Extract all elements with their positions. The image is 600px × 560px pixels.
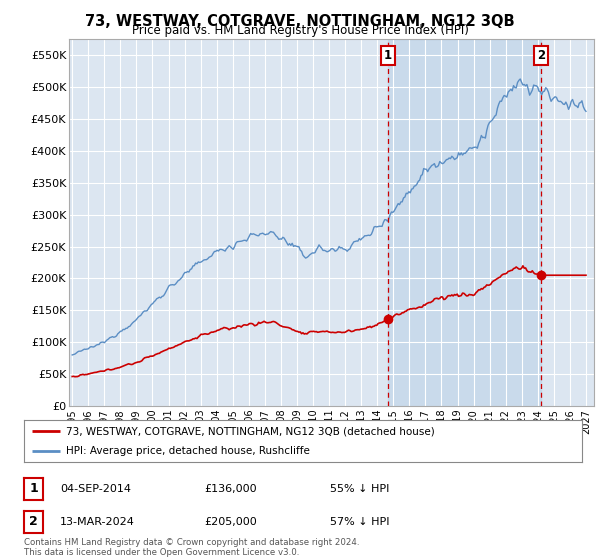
Text: Contains HM Land Registry data © Crown copyright and database right 2024.
This d: Contains HM Land Registry data © Crown c… xyxy=(24,538,359,557)
Bar xyxy=(388,39,541,406)
Text: HPI: Average price, detached house, Rushcliffe: HPI: Average price, detached house, Rush… xyxy=(66,446,310,456)
Text: 73, WESTWAY, COTGRAVE, NOTTINGHAM, NG12 3QB: 73, WESTWAY, COTGRAVE, NOTTINGHAM, NG12 … xyxy=(85,14,515,29)
Text: £136,000: £136,000 xyxy=(204,484,257,494)
Text: 1: 1 xyxy=(29,482,38,496)
Text: 2: 2 xyxy=(29,515,38,529)
Text: 55% ↓ HPI: 55% ↓ HPI xyxy=(330,484,389,494)
Text: 73, WESTWAY, COTGRAVE, NOTTINGHAM, NG12 3QB (detached house): 73, WESTWAY, COTGRAVE, NOTTINGHAM, NG12 … xyxy=(66,426,434,436)
Text: 13-MAR-2024: 13-MAR-2024 xyxy=(60,517,135,527)
Text: £205,000: £205,000 xyxy=(204,517,257,527)
Text: 57% ↓ HPI: 57% ↓ HPI xyxy=(330,517,389,527)
Text: Price paid vs. HM Land Registry's House Price Index (HPI): Price paid vs. HM Land Registry's House … xyxy=(131,24,469,37)
Text: 04-SEP-2014: 04-SEP-2014 xyxy=(60,484,131,494)
Text: 1: 1 xyxy=(384,49,392,62)
Text: 2: 2 xyxy=(537,49,545,62)
